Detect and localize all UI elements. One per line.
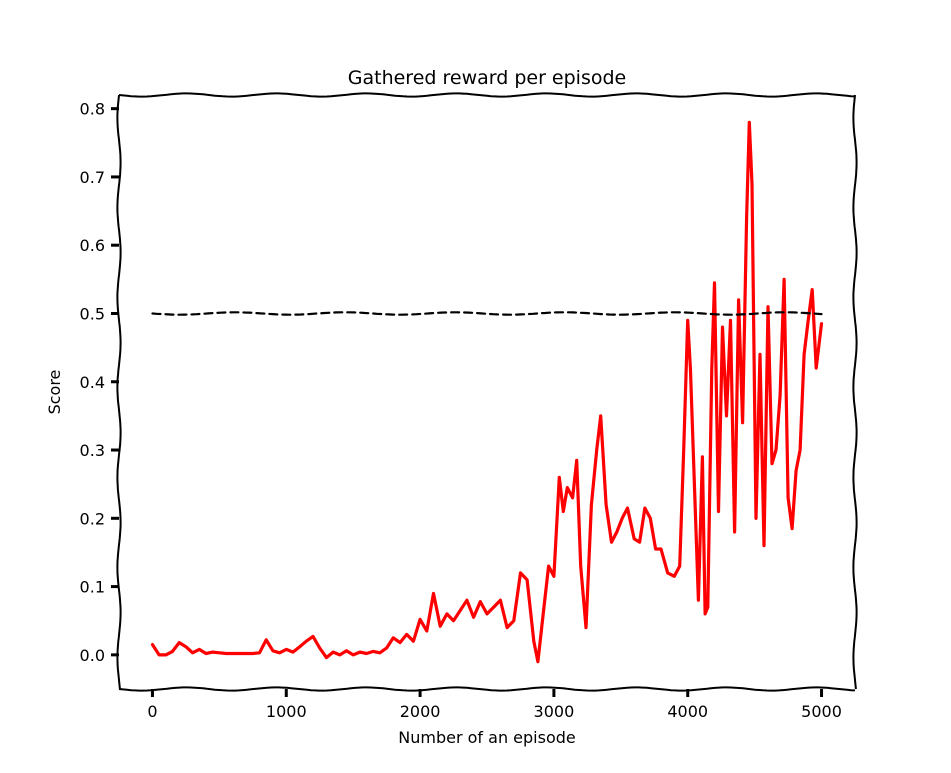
series-layer — [150, 120, 824, 664]
x-tick-label: 3000 — [534, 702, 575, 721]
x-axis-label: Number of an episode — [398, 728, 575, 747]
x-tick-label: 5000 — [801, 702, 842, 721]
y-tick-label: 0.0 — [80, 646, 105, 665]
y-axis: 0.0 0.1 0.2 0.3 0.4 0.5 0.6 0.7 0.8 — [80, 100, 119, 665]
y-tick-label: 0.1 — [80, 578, 105, 597]
x-tick-label: 1000 — [266, 702, 307, 721]
plot-top-edge — [118, 92, 856, 98]
y-tick-label: 0.7 — [80, 168, 105, 187]
x-tick-label: 2000 — [400, 702, 441, 721]
y-tick-label: 0.2 — [80, 509, 105, 528]
y-tick-label: 0.8 — [80, 100, 105, 119]
plot-left-edge — [116, 94, 122, 690]
chart-title: Gathered reward per episode — [348, 67, 626, 89]
x-tick-label: 4000 — [667, 702, 708, 721]
plot-bottom-edge — [118, 686, 856, 692]
reward-line — [150, 120, 824, 664]
target-threshold-line — [151, 311, 823, 316]
x-axis: 0 1000 2000 3000 4000 5000 — [147, 689, 842, 721]
y-tick-label: 0.3 — [80, 441, 105, 460]
y-tick-label: 0.4 — [80, 373, 105, 392]
y-tick-label: 0.6 — [80, 236, 105, 255]
x-tick-label: 0 — [147, 702, 157, 721]
plot-right-edge — [852, 94, 858, 690]
plot-frame — [116, 92, 858, 692]
y-axis-label: Score — [45, 370, 64, 415]
y-tick-label: 0.5 — [80, 304, 105, 323]
